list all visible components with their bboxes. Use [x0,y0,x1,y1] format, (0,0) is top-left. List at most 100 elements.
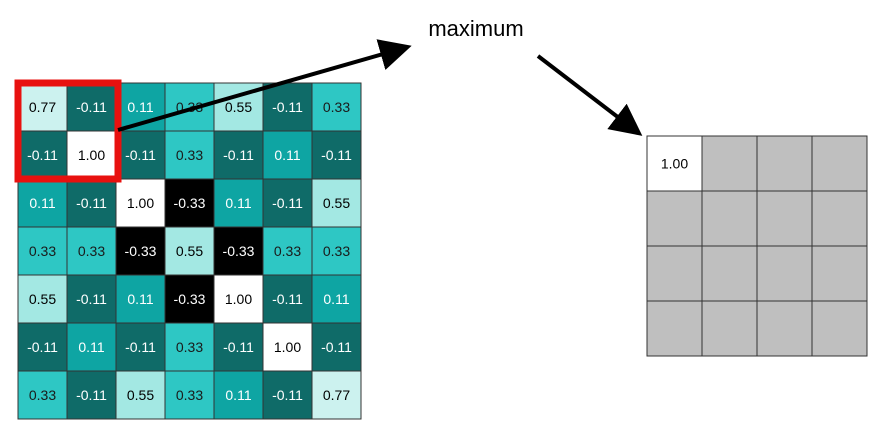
input-cell-6-1 [66,370,117,420]
input-cell-1-1 [66,130,117,180]
input-cell-value: -0.11 [223,339,254,355]
input-cell-value: -0.11 [76,99,107,115]
input-cell-4-2 [115,274,166,324]
output-cell-1-2 [756,190,813,247]
input-cell-value: -0.11 [27,147,58,163]
output-cell-3-2 [756,300,813,357]
input-cell-value: -0.11 [272,387,303,403]
input-cell-value: 0.33 [274,243,301,259]
input-cell-value: 0.11 [127,99,153,115]
input-cell-5-1 [66,322,117,372]
output-cell-1-3 [811,190,868,247]
input-cell-value: 0.11 [127,291,153,307]
input-cell-0-5 [262,82,313,132]
input-cell-0-1 [66,82,117,132]
input-cell-value: 0.11 [323,291,349,307]
input-cell-value: 0.33 [176,339,203,355]
input-cell-6-5 [262,370,313,420]
input-cell-value: 0.77 [29,99,56,115]
input-cell-value: 0.77 [323,387,350,403]
input-cell-value: 0.33 [29,243,56,259]
input-grid: 0.77 -0.11 0.11 0.33 0.55 -0.11 0.33 -0.11 1.00 -… [17,82,362,420]
output-grid: 1.00 [646,135,868,357]
input-cell-value: 0.33 [29,387,56,403]
input-cell-value: 0.11 [29,195,55,211]
input-cell-value: -0.11 [76,387,107,403]
input-cell-0-2 [115,82,166,132]
output-cell-2-2 [756,245,813,302]
input-cell-3-5 [262,226,313,276]
input-cell-4-4 [213,274,264,324]
input-cell-value: -0.11 [125,147,156,163]
output-cell-0-3 [811,135,868,192]
arrow-to-maximum [117,39,412,132]
input-cell-value: 0.55 [29,291,56,307]
input-cell-value: -0.11 [76,195,107,211]
input-cell-4-0 [17,274,68,324]
input-cell-5-3 [164,322,215,372]
arrow-to-output [536,54,643,136]
input-cell-value: 0.33 [78,243,105,259]
input-cell-1-0 [17,130,68,180]
output-cell-0-2 [756,135,813,192]
input-cell-value: -0.11 [223,147,254,163]
input-cell-value: -0.11 [321,147,352,163]
input-cell-3-3 [164,226,215,276]
output-cell-3-3 [811,300,868,357]
input-cell-1-6 [311,130,362,180]
input-cell-value: 0.33 [323,99,350,115]
input-cell-value: -0.11 [272,291,303,307]
maximum-label: maximum [428,16,523,41]
input-cell-value: -0.11 [272,99,303,115]
input-cell-value: -0.33 [174,195,206,211]
input-cell-6-3 [164,370,215,420]
input-cell-value: 0.33 [176,387,203,403]
input-cell-value: 0.33 [176,147,203,163]
input-cell-6-0 [17,370,68,420]
input-cell-2-4 [213,178,264,228]
input-cell-value: -0.11 [321,339,352,355]
input-cell-6-6 [311,370,362,420]
input-cell-value: 0.33 [323,243,350,259]
input-cell-value: 1.00 [274,339,301,355]
input-cell-value: -0.33 [125,243,157,259]
input-cell-value: -0.11 [125,339,156,355]
input-cell-value: 1.00 [127,195,154,211]
input-cell-value: -0.11 [27,339,58,355]
input-cell-value: 0.11 [274,147,300,163]
input-cell-value: 0.55 [323,195,350,211]
input-cell-value: 0.55 [225,99,252,115]
input-cell-4-3 [164,274,215,324]
output-cell-1-0 [646,190,703,247]
input-cell-1-3 [164,130,215,180]
input-cell-value: 0.55 [176,243,203,259]
output-cell-2-3 [811,245,868,302]
input-cell-0-0 [17,82,68,132]
input-cell-5-5 [262,322,313,372]
output-cell-2-1 [701,245,758,302]
output-cell-0-0 [646,135,703,192]
input-cell-2-6 [311,178,362,228]
input-cell-value: -0.33 [174,291,206,307]
output-cell-0-1 [701,135,758,192]
input-cell-value: 0.11 [225,387,251,403]
input-cell-value: 1.00 [225,291,252,307]
output-cell-1-1 [701,190,758,247]
input-cell-value: 1.00 [78,147,105,163]
input-cell-2-0 [17,178,68,228]
input-cell-5-6 [311,322,362,372]
pooling-window-highlight [14,79,122,183]
input-cell-4-5 [262,274,313,324]
input-cell-value: 0.11 [78,339,104,355]
input-cell-5-2 [115,322,166,372]
input-cell-1-4 [213,130,264,180]
input-cell-value: -0.33 [223,243,255,259]
output-cell-3-0 [646,300,703,357]
input-cell-3-6 [311,226,362,276]
input-cell-5-0 [17,322,68,372]
output-cell-3-1 [701,300,758,357]
input-cell-value: 0.11 [225,195,251,211]
input-cell-0-6 [311,82,362,132]
input-cell-2-3 [164,178,215,228]
